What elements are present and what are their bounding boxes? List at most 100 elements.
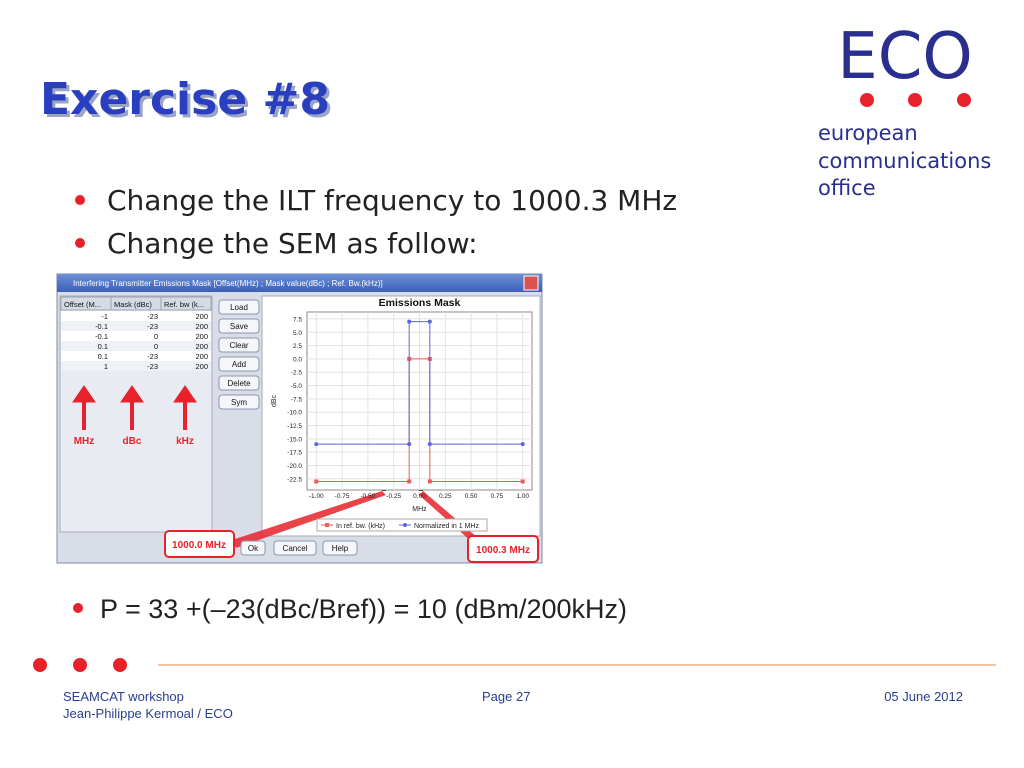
- bullet-dot: [75, 195, 85, 205]
- legend-label: In ref. bw. (kHz): [336, 523, 385, 530]
- x-tick-label: 0.75: [491, 493, 504, 500]
- table-cell: 0: [154, 342, 158, 351]
- arrow-head: [72, 385, 96, 403]
- logo-line: office: [818, 176, 876, 200]
- logo-dot: [860, 93, 874, 107]
- table-header: Offset (M...: [64, 300, 101, 309]
- table-cell: 200: [195, 362, 208, 371]
- button-label: Cancel: [283, 544, 308, 553]
- logo-line: communications: [818, 149, 991, 173]
- title-shadow: Exercise #8: [43, 77, 333, 128]
- table-cell: -0.1: [95, 332, 108, 341]
- table-row: [61, 331, 211, 341]
- logo-acronym: ECO: [837, 20, 973, 94]
- x-tick-label: -0.50: [360, 493, 375, 500]
- table-cell: -23: [147, 362, 158, 371]
- footer-page: Page 27: [482, 689, 530, 704]
- footer-date: 05 June 2012: [884, 689, 963, 704]
- button[interactable]: [218, 394, 260, 410]
- button[interactable]: [322, 540, 358, 556]
- y-tick-label: -20.0: [287, 463, 302, 470]
- arrow-head: [173, 385, 197, 403]
- y-tick-label: -12.5: [287, 423, 302, 430]
- unit-label: kHz: [176, 436, 194, 447]
- logo-line: european: [818, 121, 918, 145]
- point: [427, 442, 432, 447]
- x-tick-label: -1.00: [309, 493, 324, 500]
- y-axis-label: dBc: [271, 394, 278, 407]
- bullet: Change the ILT frequency to 1000.3 MHz: [107, 184, 677, 217]
- table-row: [61, 361, 211, 371]
- x-tick-label: 0.25: [439, 493, 452, 500]
- dialog-title: Interfering Transmitter Emissions Mask […: [73, 279, 383, 288]
- table-cell: 200: [195, 352, 208, 361]
- button-label: Add: [232, 360, 246, 369]
- button-label: Ok: [248, 544, 259, 553]
- button-label: Clear: [229, 341, 248, 350]
- button[interactable]: [218, 356, 260, 372]
- series-line: [316, 358, 523, 482]
- table-cell: 0.1: [98, 342, 108, 351]
- button-label: Help: [332, 544, 349, 553]
- button[interactable]: [240, 540, 266, 556]
- y-tick-label: -7.5: [291, 396, 303, 403]
- button-label: Delete: [227, 379, 251, 388]
- x-tick-label: -0.25: [386, 493, 401, 500]
- table-cell: 0.1: [98, 352, 108, 361]
- button[interactable]: [218, 299, 260, 315]
- unit-label: dBc: [123, 436, 142, 447]
- callout-box: [467, 535, 539, 563]
- footer-dot: [73, 658, 87, 672]
- table-header: Ref. bw (k...: [164, 300, 204, 309]
- x-tick-label: 0.50: [465, 493, 478, 500]
- point: [407, 479, 412, 484]
- footer-author: Jean-Philippe Kermoal / ECO: [63, 706, 233, 721]
- legend-swatch: [325, 523, 329, 527]
- button[interactable]: [218, 318, 260, 334]
- callout-box: [164, 530, 235, 558]
- table-header: Mask (dBc): [114, 300, 152, 309]
- callout-pointer: [232, 491, 386, 548]
- series-line: [316, 321, 523, 445]
- arrow-head: [120, 385, 144, 403]
- logo-dot: [957, 93, 971, 107]
- slide-title: Exercise #8: [40, 74, 330, 125]
- legend-swatch: [403, 523, 407, 527]
- legend-label: Normalized in 1 MHz: [414, 523, 479, 530]
- button[interactable]: [218, 337, 260, 353]
- table-cell: -0.1: [95, 322, 108, 331]
- close-button[interactable]: [523, 275, 539, 291]
- y-tick-label: 7.5: [293, 316, 302, 323]
- unit-label: MHz: [74, 436, 95, 447]
- button-label: Sym: [231, 398, 247, 407]
- table-row: [61, 341, 211, 351]
- table-header-cell: [160, 296, 212, 311]
- footer-dot: [33, 658, 47, 672]
- point: [314, 442, 319, 447]
- table-cell: 200: [195, 332, 208, 341]
- y-tick-label: 2.5: [293, 343, 302, 350]
- footer-dot: [113, 658, 127, 672]
- footer-event: SEAMCAT workshop: [63, 689, 184, 704]
- table-row: [61, 351, 211, 361]
- table-cell: -23: [147, 322, 158, 331]
- table-cell: -1: [101, 312, 108, 321]
- table-cell: 200: [195, 322, 208, 331]
- button[interactable]: [218, 375, 260, 391]
- y-tick-label: -5.0: [291, 383, 303, 390]
- bullet-dot: [73, 603, 83, 613]
- table-row: [61, 311, 211, 321]
- y-tick-label: -22.5: [287, 476, 302, 483]
- chart-title: Emissions Mask: [379, 297, 461, 309]
- point: [427, 479, 432, 484]
- x-axis-label: MHz: [412, 506, 427, 513]
- button[interactable]: [273, 540, 317, 556]
- callout-label: 1000.3 MHz: [476, 545, 530, 556]
- y-tick-label: 5.0: [293, 330, 302, 337]
- y-tick-label: -2.5: [291, 370, 303, 377]
- x-tick-label: 0.00: [413, 493, 426, 500]
- table-row: [61, 321, 211, 331]
- table-cell: -23: [147, 312, 158, 321]
- button-label: Load: [230, 303, 248, 312]
